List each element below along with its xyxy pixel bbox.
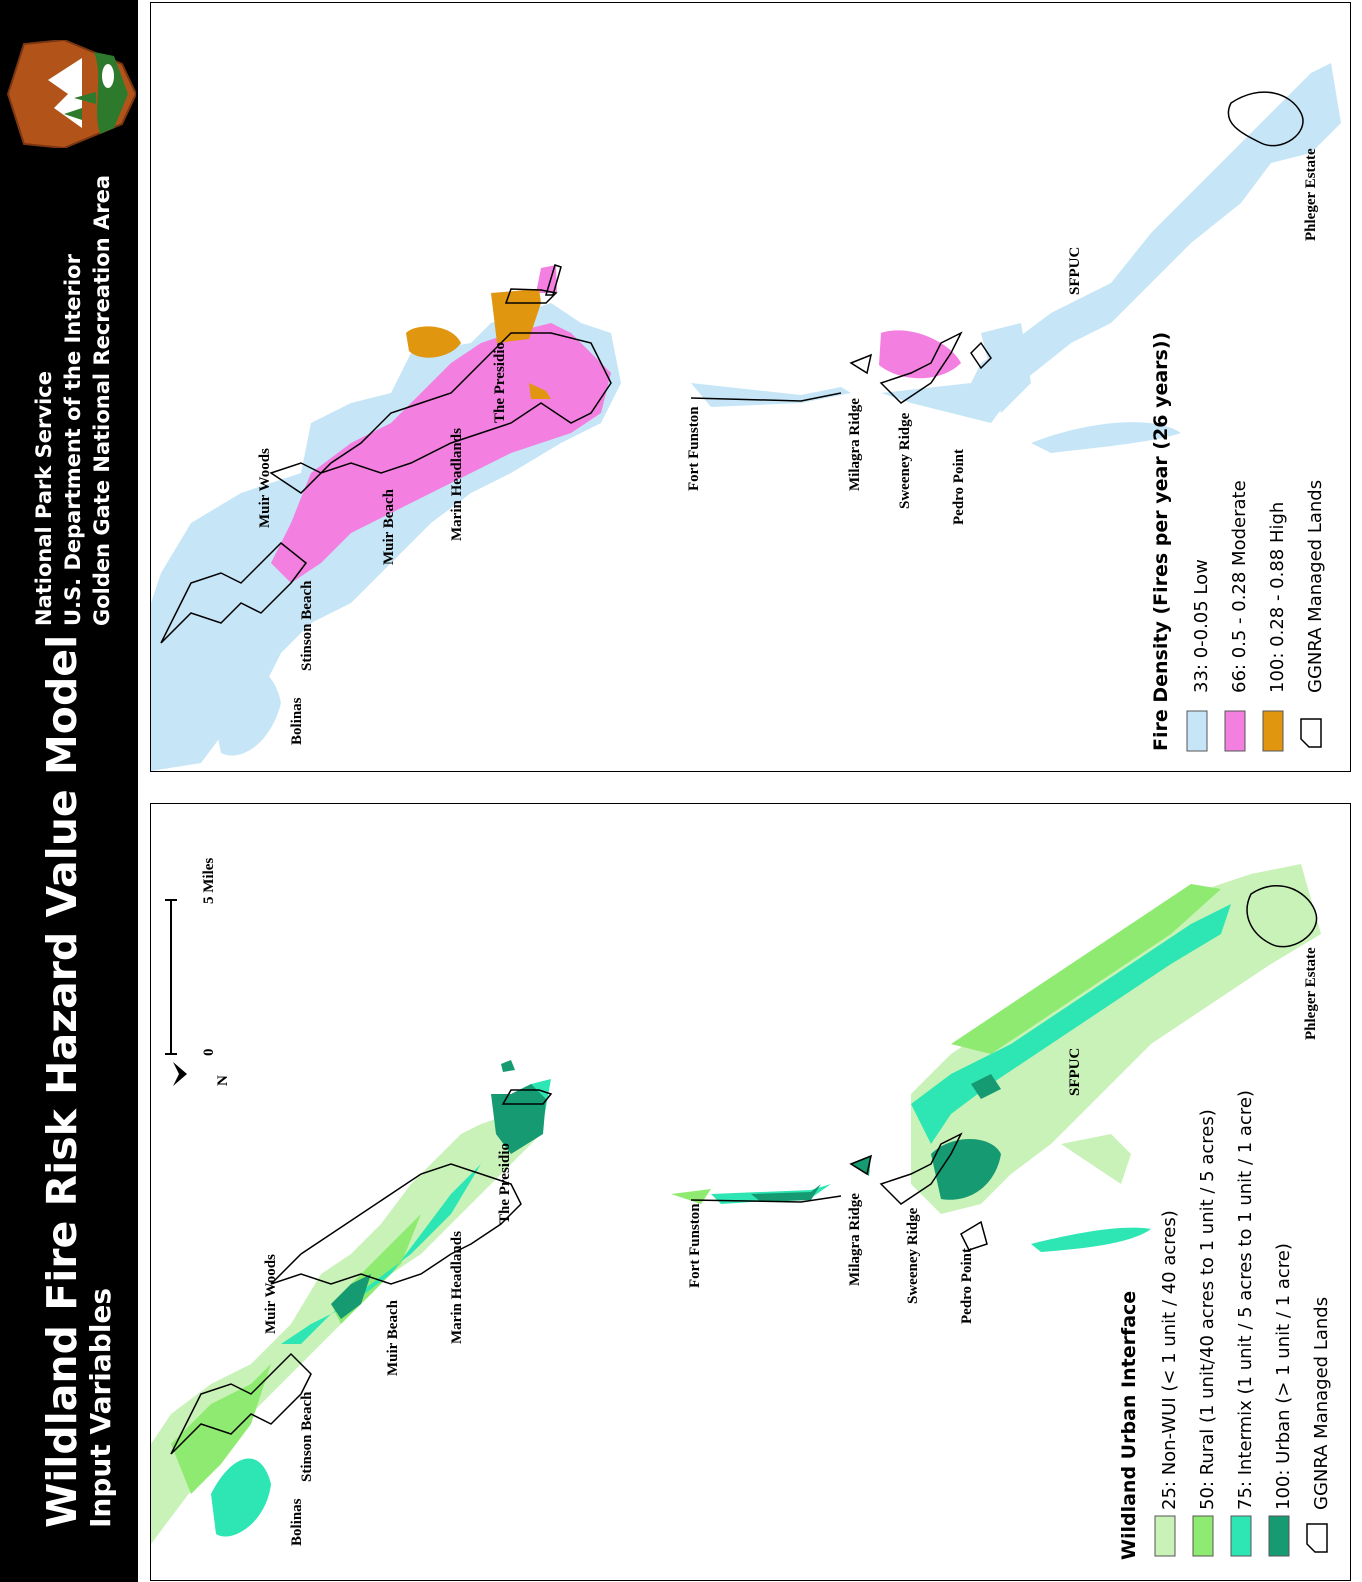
label-muir-beach: Muir Beach bbox=[381, 488, 397, 565]
wui-panel: 0 5 Miles N Bolinas Stinson Beach Muir W… bbox=[150, 803, 1351, 1581]
label-pedro: Pedro Point bbox=[959, 1248, 975, 1324]
fire-legend-high-label: 100: 0.28 - 0.88 High bbox=[1267, 502, 1288, 693]
fire-density-map: Bolinas Stinson Beach Muir Woods Muir Be… bbox=[151, 63, 1341, 771]
agency-line-doi: U.S. Department of the Interior bbox=[61, 254, 85, 626]
wui-legend-rural-label: 50: Rural (1 unit/40 acres to 1 unit / 5… bbox=[1197, 1109, 1218, 1510]
fire-legend-low-swatch bbox=[1186, 710, 1208, 752]
north-arrow-icon bbox=[173, 1062, 187, 1086]
label-sweeney: Sweeney Ridge bbox=[897, 412, 913, 509]
wui-legend-urban-label: 100: Urban (> 1 unit / 1 acre) bbox=[1273, 1243, 1294, 1510]
label-milagra: Milagra Ridge bbox=[847, 398, 863, 491]
wui-legend-intermix-swatch bbox=[1230, 1515, 1252, 1557]
wui-legend-nonwui-label: 25: Non-WUI (< 1 unit / 40 acres) bbox=[1159, 1210, 1180, 1510]
scale-five-label: 5 Miles bbox=[201, 858, 217, 904]
fire-legend-title: Fire Density (Fires per year (26 years)) bbox=[1150, 332, 1172, 751]
agency-line-ggnra: Golden Gate National Recreation Area bbox=[90, 174, 114, 626]
label-funston: Fort Funston bbox=[686, 406, 702, 491]
label-muir-woods: Muir Woods bbox=[263, 1254, 279, 1334]
label-funston: Fort Funston bbox=[687, 1203, 703, 1288]
wui-legend-nonwui-swatch bbox=[1154, 1515, 1176, 1557]
agency-block: National Park Service U.S. Department of… bbox=[30, 175, 117, 626]
fire-density-panel: Bolinas Stinson Beach Muir Woods Muir Be… bbox=[150, 2, 1351, 772]
label-phleger: Phleger Estate bbox=[1303, 148, 1319, 241]
label-sfpuc: SFPUC bbox=[1067, 247, 1083, 295]
label-stinson: Stinson Beach bbox=[299, 1391, 315, 1482]
label-stinson: Stinson Beach bbox=[299, 580, 315, 671]
wui-legend: Wildland Urban Interface 25: Non-WUI (< … bbox=[1118, 1090, 1332, 1560]
label-presidio: The Presidio bbox=[492, 342, 508, 423]
page-title: Wildland Fire Risk Hazard Value Model bbox=[38, 634, 86, 1528]
label-sfpuc: SFPUC bbox=[1067, 1048, 1083, 1096]
wui-legend-title: Wildland Urban Interface bbox=[1118, 1291, 1140, 1560]
scale-bar: 0 5 Miles N bbox=[165, 858, 231, 1086]
label-muir-woods: Muir Woods bbox=[257, 448, 273, 528]
label-bolinas: Bolinas bbox=[289, 1498, 305, 1546]
label-muir-beach: Muir Beach bbox=[385, 1299, 401, 1376]
label-sweeney: Sweeney Ridge bbox=[905, 1207, 921, 1304]
wui-legend-urban-swatch bbox=[1268, 1515, 1290, 1557]
label-presidio: The Presidio bbox=[497, 1143, 513, 1224]
label-bolinas: Bolinas bbox=[289, 697, 305, 745]
scale-zero-label: 0 bbox=[201, 1049, 217, 1057]
fire-legend-low-label: 33: 0-0.05 Low bbox=[1191, 559, 1212, 693]
fire-legend-moderate-swatch bbox=[1224, 710, 1246, 752]
label-marin: Marin Headlands bbox=[449, 428, 465, 541]
wui-legend-rural-swatch bbox=[1192, 1515, 1214, 1557]
label-pedro: Pedro Point bbox=[951, 449, 967, 525]
page-subtitle: Input Variables bbox=[84, 1287, 117, 1528]
label-milagra: Milagra Ridge bbox=[847, 1193, 863, 1286]
north-label: N bbox=[215, 1075, 231, 1086]
wui-legend-intermix-label: 75: Intermix (1 unit / 5 acres to 1 unit… bbox=[1235, 1090, 1256, 1510]
fire-legend-moderate-label: 66: 0.5 - 0.28 Moderate bbox=[1229, 480, 1250, 693]
wui-legend-ggnra-label: GGNRA Managed Lands bbox=[1311, 1297, 1332, 1510]
label-marin: Marin Headlands bbox=[449, 1231, 465, 1344]
agency-line-nps: National Park Service bbox=[32, 371, 56, 626]
fire-legend-high-swatch bbox=[1262, 710, 1284, 752]
fire-density-legend: Fire Density (Fires per year (26 years))… bbox=[1150, 332, 1326, 752]
wui-map: 0 5 Miles N Bolinas Stinson Beach Muir W… bbox=[151, 858, 1332, 1560]
title-sidebar: Wildland Fire Risk Hazard Value Model In… bbox=[0, 0, 138, 1582]
fire-legend-ggnra-swatch bbox=[1300, 718, 1322, 748]
nps-arrowhead-logo bbox=[6, 40, 136, 148]
fire-legend-ggnra-label: GGNRA Managed Lands bbox=[1305, 480, 1326, 693]
label-phleger: Phleger Estate bbox=[1303, 947, 1319, 1040]
wui-legend-ggnra-swatch bbox=[1306, 1523, 1328, 1553]
